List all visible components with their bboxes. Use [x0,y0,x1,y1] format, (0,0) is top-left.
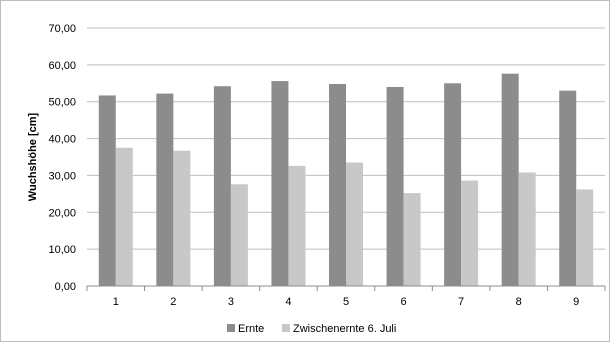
y-tick-label: 0,00 [55,281,76,293]
x-tick-label: 6 [400,296,406,308]
y-tick-label: 10,00 [48,244,76,256]
y-tick-label: 20,00 [48,207,76,219]
bar-ernte-3 [213,86,231,286]
bar-zwischenernte-3 [230,184,248,286]
legend-swatch-zwischenernte [282,324,290,332]
x-tick-label: 1 [113,296,119,308]
bar-ernte-9 [559,90,577,287]
legend: Ernte Zwischenernte 6. Juli [227,323,396,335]
y-tick-label: 50,00 [48,97,76,109]
bar-ernte-2 [156,93,174,286]
bar-zwischenernte-6 [403,193,421,286]
bar-zwischenernte-2 [173,150,191,286]
bar-ernte-4 [271,81,289,287]
y-tick-label: 30,00 [48,170,76,182]
x-tick-label: 4 [285,296,291,308]
x-tick-label: 3 [228,296,234,308]
legend-label-ernte: Ernte [238,323,264,335]
y-axis-label: Wuchshöhe [cm] [27,112,39,201]
bar-zwischenernte-8 [518,172,536,286]
x-axis-tick-labels: 1 2 3 4 5 6 7 8 9 [113,296,580,308]
x-tick-label: 7 [458,296,464,308]
bar-ernte-7 [444,83,462,287]
bar-zwischenernte-4 [288,165,306,286]
bar-ernte-1 [98,95,116,286]
legend-swatch-ernte [227,324,235,332]
x-tick-label: 8 [516,296,522,308]
bars [98,73,594,287]
y-tick-label: 40,00 [48,134,76,146]
bar-ernte-5 [329,84,346,286]
y-axis-tick-labels: 0,00 10,00 20,00 30,00 40,00 50,00 60,00 70,00 [48,23,76,293]
bar-zwischenernte-1 [115,147,133,286]
x-tick-label: 5 [343,296,349,308]
x-tick-label: 9 [573,296,579,308]
bar-ernte-8 [501,73,519,287]
bar-zwischenernte-5 [346,162,363,286]
x-tick-label: 2 [170,296,176,308]
y-tick-label: 60,00 [48,60,76,72]
x-axis [86,285,606,291]
legend-label-zwischenernte: Zwischenernte 6. Juli [293,323,396,335]
bar-ernte-6 [386,86,404,286]
bar-zwischenernte-7 [461,180,479,286]
y-tick-label: 70,00 [48,23,76,35]
bar-zwischenernte-9 [576,189,594,286]
